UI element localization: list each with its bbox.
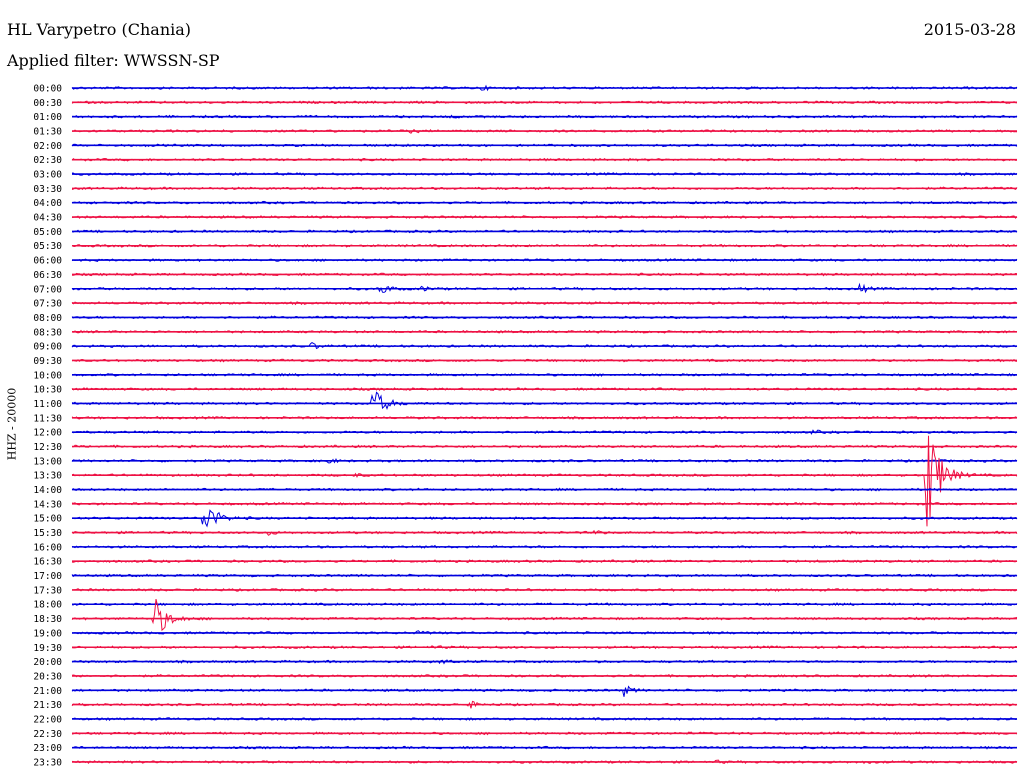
trace-15-30 <box>71 529 1018 536</box>
tick-label-04-00: 04:00 <box>33 198 62 209</box>
tick-label-16-00: 16:00 <box>33 542 62 553</box>
tick-label-21-00: 21:00 <box>33 686 62 697</box>
tick-label-11-00: 11:00 <box>33 399 62 410</box>
tick-label-11-30: 11:30 <box>33 413 62 424</box>
tick-label-23-00: 23:00 <box>33 743 62 754</box>
tick-label-06-30: 06:30 <box>33 270 62 281</box>
tick-label-08-00: 08:00 <box>33 313 62 324</box>
trace-11-00 <box>71 391 1018 410</box>
trace-20-00 <box>71 659 1018 665</box>
trace-13-30 <box>71 435 1018 527</box>
trace-21-00 <box>71 685 1018 697</box>
tick-label-01-30: 01:30 <box>33 127 62 138</box>
tick-label-00-30: 00:30 <box>33 98 62 109</box>
tick-label-16-30: 16:30 <box>33 557 62 568</box>
tick-label-18-30: 18:30 <box>33 614 62 625</box>
tick-label-08-30: 08:30 <box>33 327 62 338</box>
tick-label-15-00: 15:00 <box>33 514 62 525</box>
tick-label-21-30: 21:30 <box>33 700 62 711</box>
tick-label-13-30: 13:30 <box>33 471 62 482</box>
tick-label-19-30: 19:30 <box>33 643 62 654</box>
tick-label-09-30: 09:30 <box>33 356 62 367</box>
tick-label-10-30: 10:30 <box>33 385 62 396</box>
tick-label-17-30: 17:30 <box>33 585 62 596</box>
tick-label-20-00: 20:00 <box>33 657 62 668</box>
trace-07-30 <box>71 301 1018 306</box>
tick-label-20-30: 20:30 <box>33 671 62 682</box>
tick-label-14-30: 14:30 <box>33 499 62 510</box>
traces <box>71 84 1018 765</box>
tick-label-13-00: 13:00 <box>33 456 62 467</box>
tick-label-05-00: 05:00 <box>33 227 62 238</box>
tick-label-07-30: 07:30 <box>33 299 62 310</box>
tick-label-14-00: 14:00 <box>33 485 62 496</box>
tick-label-22-30: 22:30 <box>33 729 62 740</box>
tick-label-07-00: 07:00 <box>33 284 62 295</box>
tick-label-19-00: 19:00 <box>33 628 62 639</box>
tick-label-04-30: 04:30 <box>33 213 62 224</box>
tick-label-17-00: 17:00 <box>33 571 62 582</box>
tick-label-01-00: 01:00 <box>33 112 62 123</box>
date-label: 2015-03-28 <box>923 20 1016 39</box>
tick-label-10-00: 10:00 <box>33 370 62 381</box>
tick-label-00-00: 00:00 <box>33 84 62 95</box>
tick-label-06-00: 06:00 <box>33 256 62 267</box>
tick-label-12-30: 12:30 <box>33 442 62 453</box>
tick-label-03-30: 03:30 <box>33 184 62 195</box>
tick-label-15-30: 15:30 <box>33 528 62 539</box>
tick-label-23-30: 23:30 <box>33 757 62 768</box>
tick-label-02-00: 02:00 <box>33 141 62 152</box>
tick-labels: 00:00 00:30 01:00 01:30 02:00 02:30 03:00 03:30… <box>33 84 62 769</box>
tick-label-12-00: 12:00 <box>33 428 62 439</box>
tick-label-03-00: 03:00 <box>33 170 62 181</box>
station-title: HL Varypetro (Chania) <box>7 20 192 39</box>
filter-label: Applied filter: WWSSN-SP <box>7 51 220 70</box>
tick-label-05-30: 05:30 <box>33 241 62 252</box>
tick-label-22-00: 22:00 <box>33 714 62 725</box>
tick-label-18-00: 18:00 <box>33 600 62 611</box>
tick-label-09-00: 09:00 <box>33 342 62 353</box>
tick-label-02-30: 02:30 <box>33 155 62 166</box>
